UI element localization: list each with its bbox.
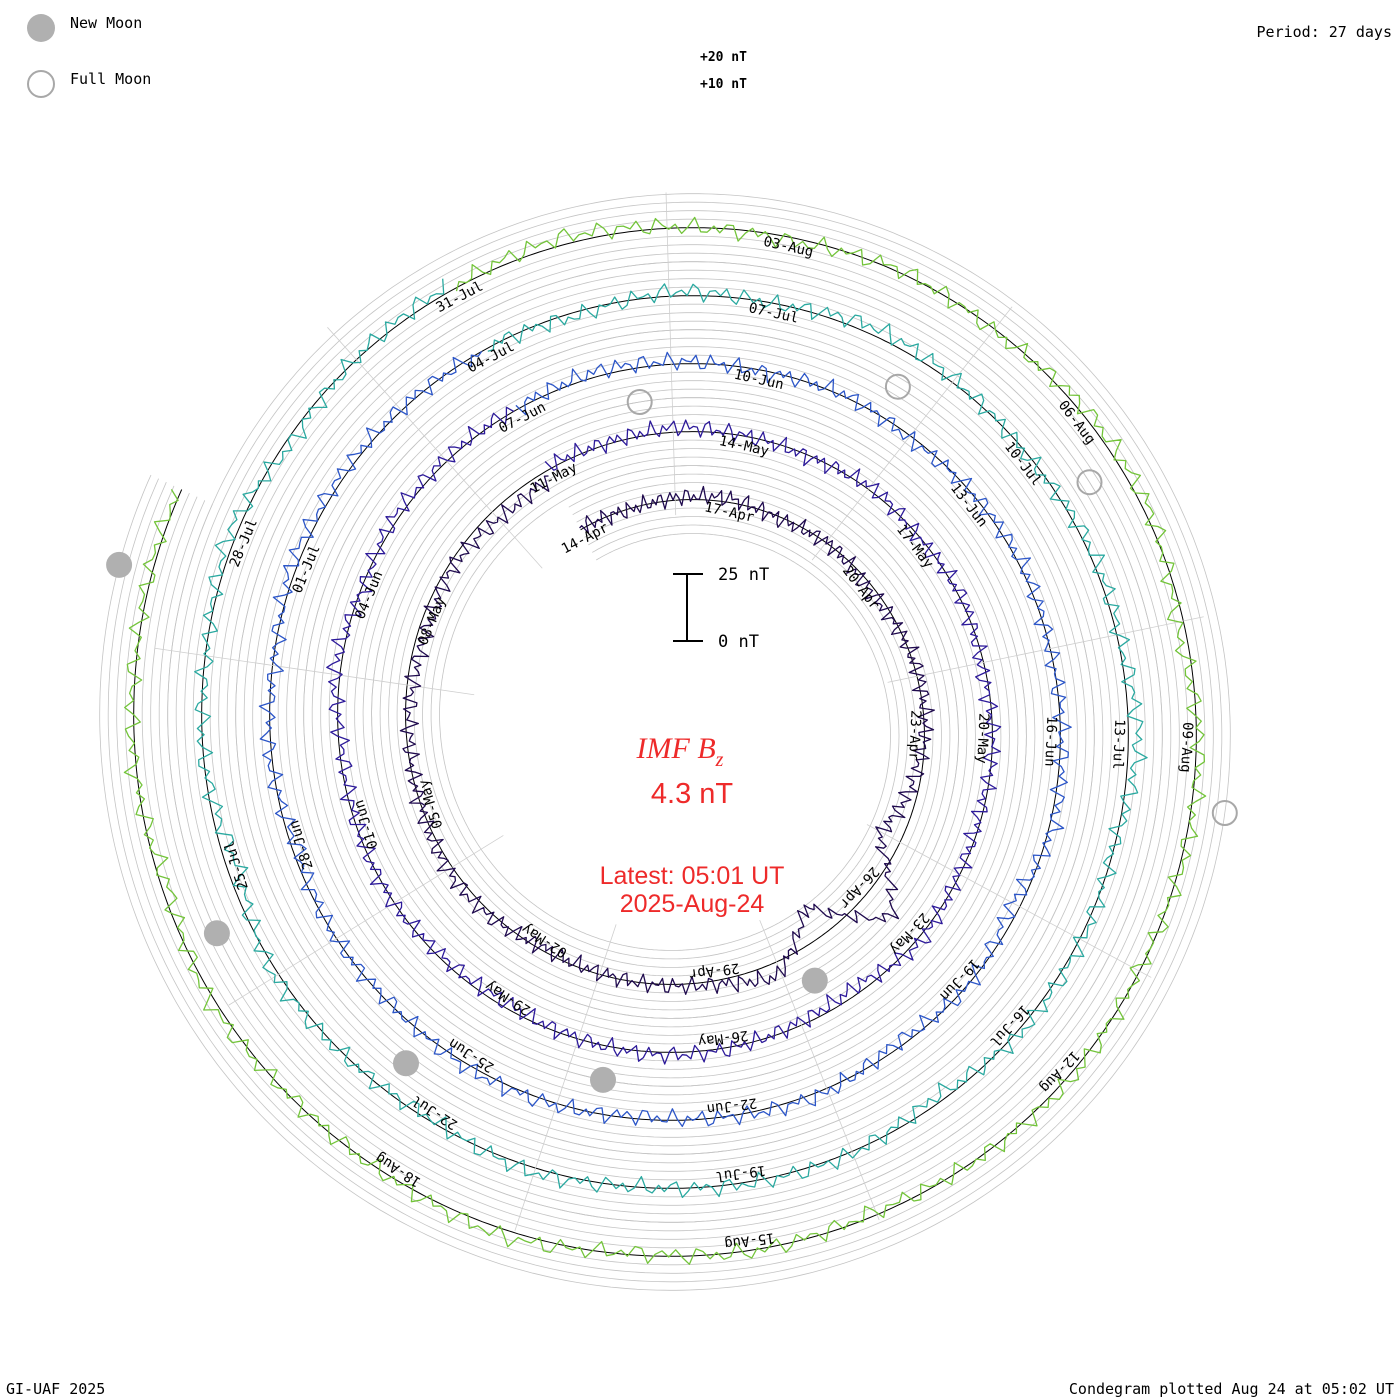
series-layer [123,216,1207,1265]
full-moon-legend-label: Full Moon [70,70,152,88]
radial-spoke [665,192,677,516]
date-tick-label: 13-Jun [947,480,990,530]
date-tick-label: 20-May [973,713,991,764]
new-moon-marker [203,920,230,947]
grid-spiral [158,252,1172,1232]
full-moon-legend-icon [27,70,55,98]
full-moon-marker [884,373,911,400]
new-moon-marker [106,551,133,578]
latest-time: Latest: 05:01 UT [600,862,785,890]
date-tick-label: 13-Jul [1109,719,1127,770]
date-tick-label: 14-May [718,433,771,460]
date-tick-label: 20-Apr [839,563,882,613]
scale-bar-bottom-label: 0 nT [718,632,759,652]
full-moon-marker [626,389,653,415]
date-tick-label: 04-Jul [465,339,517,377]
radial-spoke [514,924,617,1232]
center-title-main: IMF B [636,732,716,765]
series-line-2 [326,406,1002,1065]
grid-spiral [107,201,1223,1283]
date-tick-label: 29-Apr [688,959,740,981]
grid-spiral [150,244,1180,1240]
new-moon-marker [590,1066,616,1093]
date-tick-label: 22-Jun [706,1094,758,1116]
date-tick-label: 06-Aug [1055,398,1098,448]
center-readout: IMF Bz 4.3 nT Latest: 05:01 UT 2025-Aug-… [600,732,785,918]
date-tick-label: 26-May [697,1027,749,1049]
date-tick-label: 11-May [528,460,580,498]
latest-date: 2025-Aug-24 [620,890,765,918]
radial-spoke [154,647,475,696]
new-moon-legend-label: New Moon [70,14,143,32]
new-moon-legend-icon [27,14,55,42]
series-line-3 [258,350,1072,1128]
grid-spiral [124,218,1206,1266]
grid-spiral [116,210,1214,1274]
footer-credit: GI-UAF 2025 [6,1380,106,1398]
date-tick-label: 22-Jul [409,1092,460,1133]
center-title: IMF Bz [636,732,724,771]
date-tick-label: 31-Jul [434,278,486,316]
series-line-1 [399,475,935,995]
date-tick-label: 14-Apr [559,520,611,558]
series-line-5 [123,216,1207,1265]
date-tick-label: 01-Jul [290,543,324,596]
center-title-subscript: z [715,749,724,771]
radial-spoke [327,327,543,569]
new-moon-marker [801,967,828,994]
date-tick-label: 15-Aug [723,1229,775,1251]
full-moon-marker [1076,469,1103,496]
date-tick-label: 09-Aug [1177,722,1195,773]
full-moon-marker [1211,800,1238,826]
grid-spiral [141,235,1189,1249]
date-tick-label: 03-Aug [762,234,815,261]
date-tick-label: 26-Apr [836,863,882,911]
date-tick-label: 19-Jul [715,1162,767,1184]
series-line-4 [194,278,1148,1199]
date-tick-label: 12-Aug [1036,1047,1082,1095]
grid-spiral [99,193,1231,1291]
moon-layer [106,373,1238,1093]
new-moon-marker [393,1050,419,1077]
ring-label-plus-20: +20 nT [700,50,747,65]
zero-spiral [133,227,1197,1257]
date-tick-label: 07-Jun [496,399,548,437]
date-tick-label: 23-Apr [905,710,923,761]
radial-spoke [866,824,1152,978]
scale-bar: 25 nT 0 nT [673,565,769,652]
footer-plot-time: Condegram plotted Aug 24 at 05:02 UT [1068,1380,1394,1398]
ring-label-plus-10: +10 nT [700,77,747,92]
ring-labels: +20 nT +10 nT [700,50,747,92]
center-value: 4.3 nT [651,778,733,810]
period-label: Period: 27 days [1256,23,1392,41]
grid-layer [99,193,1231,1291]
date-tick-label: 16-Jun [1041,716,1059,767]
scale-bar-top-label: 25 nT [718,565,769,585]
date-tick-label: 08-May [415,595,449,648]
date-tick-label: 29-May [482,977,533,1018]
